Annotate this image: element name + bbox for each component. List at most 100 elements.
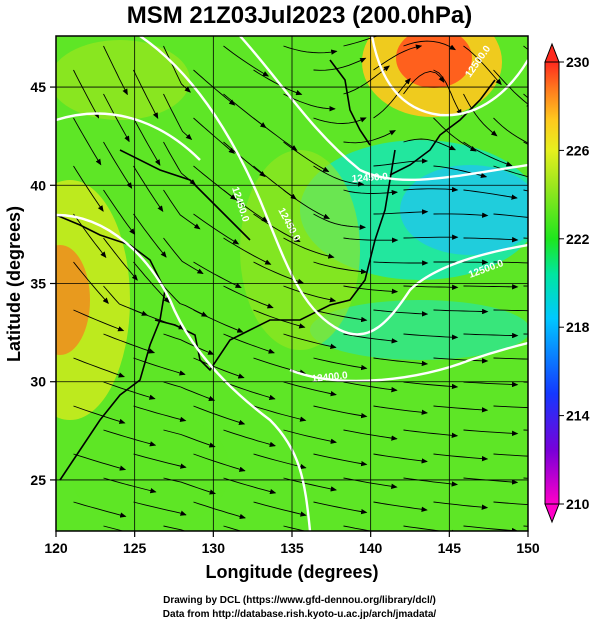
streamline — [73, 501, 127, 518]
streamline — [133, 261, 170, 304]
streamline — [103, 381, 156, 400]
streamline — [463, 284, 519, 290]
streamline — [223, 381, 276, 400]
streamline — [403, 429, 459, 439]
streamline — [433, 69, 462, 116]
y-tick-label: 30 — [30, 374, 46, 390]
grid-lines — [56, 36, 528, 531]
streamline — [103, 141, 133, 189]
streamline — [313, 117, 367, 124]
x-axis-label: Longitude (degrees) — [205, 562, 378, 582]
streamline — [193, 213, 240, 245]
streamline — [163, 525, 187, 531]
streamline — [73, 69, 100, 119]
streamline — [584, 190, 599, 197]
streamline — [313, 213, 366, 230]
streamline — [493, 357, 528, 360]
streamline — [463, 477, 519, 485]
streamline — [403, 186, 459, 193]
colorbar-ticks: 230 226 222 218 214 210 — [559, 54, 590, 512]
streamline — [554, 70, 599, 95]
streamline — [343, 429, 398, 441]
streamline — [103, 93, 130, 143]
streamline — [163, 381, 216, 401]
streamline — [253, 117, 298, 151]
streamline — [493, 309, 528, 312]
colorbar-scale — [544, 61, 560, 505]
streamline — [223, 189, 269, 223]
colorbar-tick-label: 222 — [566, 231, 590, 247]
streamline — [463, 236, 519, 243]
data-source-credit: Data from http://database.rish.kyoto-u.a… — [162, 609, 437, 620]
streamline — [193, 69, 236, 106]
streamline — [163, 429, 216, 448]
streamline — [463, 381, 519, 388]
x-tick-label: 125 — [123, 540, 147, 556]
streamline — [133, 405, 187, 422]
streamline — [343, 285, 399, 295]
streamline — [433, 165, 488, 179]
streamline — [433, 308, 489, 315]
streamline — [433, 357, 489, 364]
streamline — [313, 261, 368, 275]
x-tick-label: 145 — [438, 540, 462, 556]
streamline — [433, 405, 489, 413]
streamline — [103, 237, 138, 281]
colorbar-tick-label: 218 — [566, 319, 590, 335]
y-tick-label: 40 — [30, 177, 46, 193]
streamline — [103, 189, 136, 235]
streamline — [103, 333, 156, 354]
streamline — [73, 165, 104, 212]
streamline — [253, 501, 307, 517]
streamline — [223, 477, 277, 495]
streamline — [103, 477, 157, 494]
streamline — [554, 310, 599, 311]
map-figure: 12450.0 12450.0 12450.0 12500.0 12500.0 … — [4, 35, 599, 582]
streamline — [433, 117, 477, 152]
streamline — [373, 357, 429, 367]
streamline — [313, 309, 368, 323]
streamline — [373, 453, 428, 464]
streamline — [313, 501, 368, 515]
streamline — [163, 237, 204, 275]
colorbar-tick-label: 214 — [566, 408, 590, 424]
streamline — [493, 405, 528, 409]
streamline — [463, 45, 502, 86]
streamline — [433, 501, 489, 510]
streamline — [193, 117, 235, 154]
streamline — [403, 381, 459, 390]
streamline — [253, 453, 307, 470]
streamline — [463, 332, 519, 339]
y-tick-label: 35 — [30, 276, 46, 292]
streamline — [133, 213, 167, 258]
x-tick-label: 135 — [280, 540, 304, 556]
streamline — [463, 141, 513, 167]
streamline — [223, 285, 274, 309]
streamline — [223, 525, 243, 531]
streamline — [554, 118, 599, 138]
streamline — [584, 430, 599, 431]
streamline — [554, 214, 599, 219]
streamline — [133, 69, 159, 119]
streamline — [193, 309, 244, 333]
streamline — [283, 189, 331, 219]
streamline — [73, 357, 125, 378]
streamline — [373, 78, 411, 119]
streamline — [73, 309, 125, 332]
streamline — [133, 357, 186, 376]
streamline — [403, 40, 456, 51]
streamline — [163, 189, 201, 230]
streamline — [193, 405, 246, 425]
streamline — [373, 260, 429, 266]
streamline — [373, 209, 429, 215]
streamline — [554, 166, 599, 178]
streamline — [584, 94, 599, 112]
drawing-credit: Drawing by DCL (https://www.gfd-dennou.o… — [163, 595, 436, 606]
streamline — [283, 237, 335, 259]
streamline — [554, 262, 599, 264]
colorbar-tick-label: 226 — [566, 142, 590, 158]
streamline — [403, 333, 459, 340]
streamline — [253, 405, 307, 422]
x-tick-label: 150 — [516, 540, 540, 556]
streamline — [433, 212, 489, 218]
